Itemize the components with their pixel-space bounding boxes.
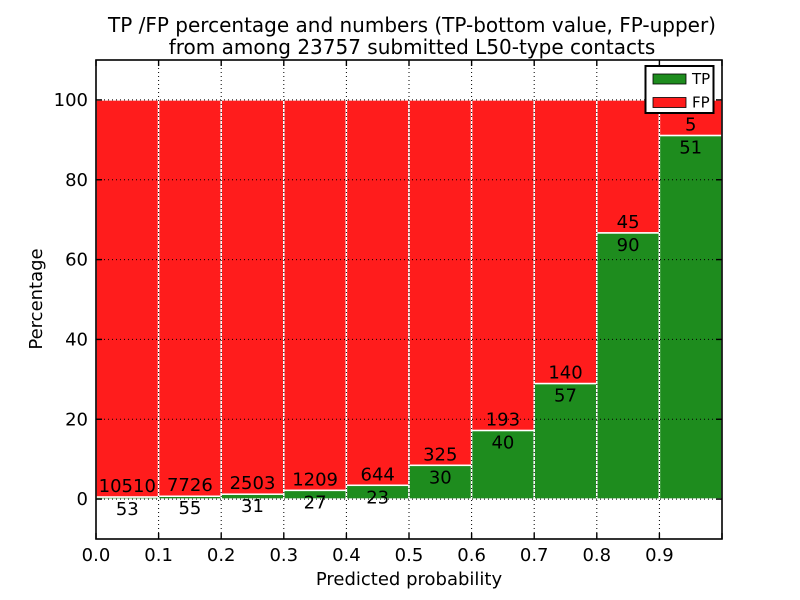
- bar-count-label-tp: 27: [304, 492, 327, 513]
- y-tick-label: 100: [54, 90, 88, 111]
- bar-tp-segment: [596, 232, 661, 500]
- bar-fp-segment: [470, 99, 535, 432]
- bar-fp-segment: [157, 99, 222, 497]
- x-tick-label: 0.2: [207, 545, 236, 566]
- bar-count-label-tp: 57: [554, 386, 577, 407]
- legend-label-fp: FP: [692, 94, 710, 112]
- bar-fp-segment: [533, 99, 598, 385]
- legend-swatch-tp: [652, 73, 687, 85]
- x-tick-label: 0.6: [457, 545, 486, 566]
- bar-count-label-tp: 53: [116, 499, 139, 520]
- x-axis-label: Predicted probability: [316, 569, 503, 590]
- bar-count-label-fp: 1209: [292, 469, 338, 490]
- bar-count-label-fp: 45: [617, 212, 640, 233]
- x-tick-label: 0.9: [645, 545, 674, 566]
- bar-fp-segment: [345, 99, 410, 487]
- bar-count-label-tp: 55: [178, 498, 201, 519]
- bar-count-label-fp: 10510: [99, 476, 156, 497]
- bar-count-label-fp: 140: [548, 363, 582, 384]
- chart-title-line2: from among 23757 submitted L50-type cont…: [169, 35, 656, 59]
- bar-count-label-fp: 7726: [167, 475, 213, 496]
- bar-count-label-fp: 5: [685, 115, 696, 136]
- bar-fp-segment: [596, 99, 661, 234]
- plot-area: 1051053772655250331120927644233253019340…: [54, 60, 723, 566]
- bar-fp-segment: [283, 99, 348, 492]
- x-tick-label: 0.8: [582, 545, 611, 566]
- x-tick-label: 0.4: [332, 545, 361, 566]
- y-tick-label: 0: [77, 489, 88, 510]
- y-axis-label: Percentage: [26, 248, 47, 349]
- legend-swatch-fp: [652, 97, 687, 108]
- y-tick-label: 60: [65, 250, 88, 271]
- bar-count-label-tp: 23: [366, 487, 389, 508]
- bar-count-label-tp: 90: [617, 235, 640, 256]
- chart-title-line1: TP /FP percentage and numbers (TP-bottom…: [107, 13, 716, 37]
- legend: TP FP: [644, 65, 715, 114]
- x-tick-label: 0.7: [520, 545, 549, 566]
- y-tick-label: 80: [65, 170, 88, 191]
- x-tick-label: 0.5: [395, 545, 424, 566]
- bar-fp-segment: [220, 99, 285, 495]
- y-tick-label: 40: [65, 329, 88, 350]
- bar-count-label-fp: 2503: [230, 473, 276, 494]
- bar-count-label-tp: 51: [679, 138, 702, 159]
- bar-tp-segment: [658, 134, 723, 500]
- bar-count-label-tp: 31: [241, 496, 264, 517]
- x-tick-label: 0.0: [82, 545, 111, 566]
- y-tick-label: 20: [65, 409, 88, 430]
- x-tick-label: 0.1: [144, 545, 173, 566]
- bar-count-label-fp: 644: [361, 464, 395, 485]
- bar-fp-segment: [95, 99, 160, 498]
- bar-count-label-fp: 325: [423, 444, 457, 465]
- plot-border: [95, 59, 723, 540]
- bar-fp-segment: [408, 99, 473, 467]
- bar-count-label-fp: 193: [486, 410, 520, 431]
- legend-label-tp: TP: [691, 70, 710, 88]
- bar-count-label-tp: 30: [429, 467, 452, 488]
- bar-count-label-tp: 40: [491, 433, 514, 454]
- x-tick-label: 0.3: [269, 545, 298, 566]
